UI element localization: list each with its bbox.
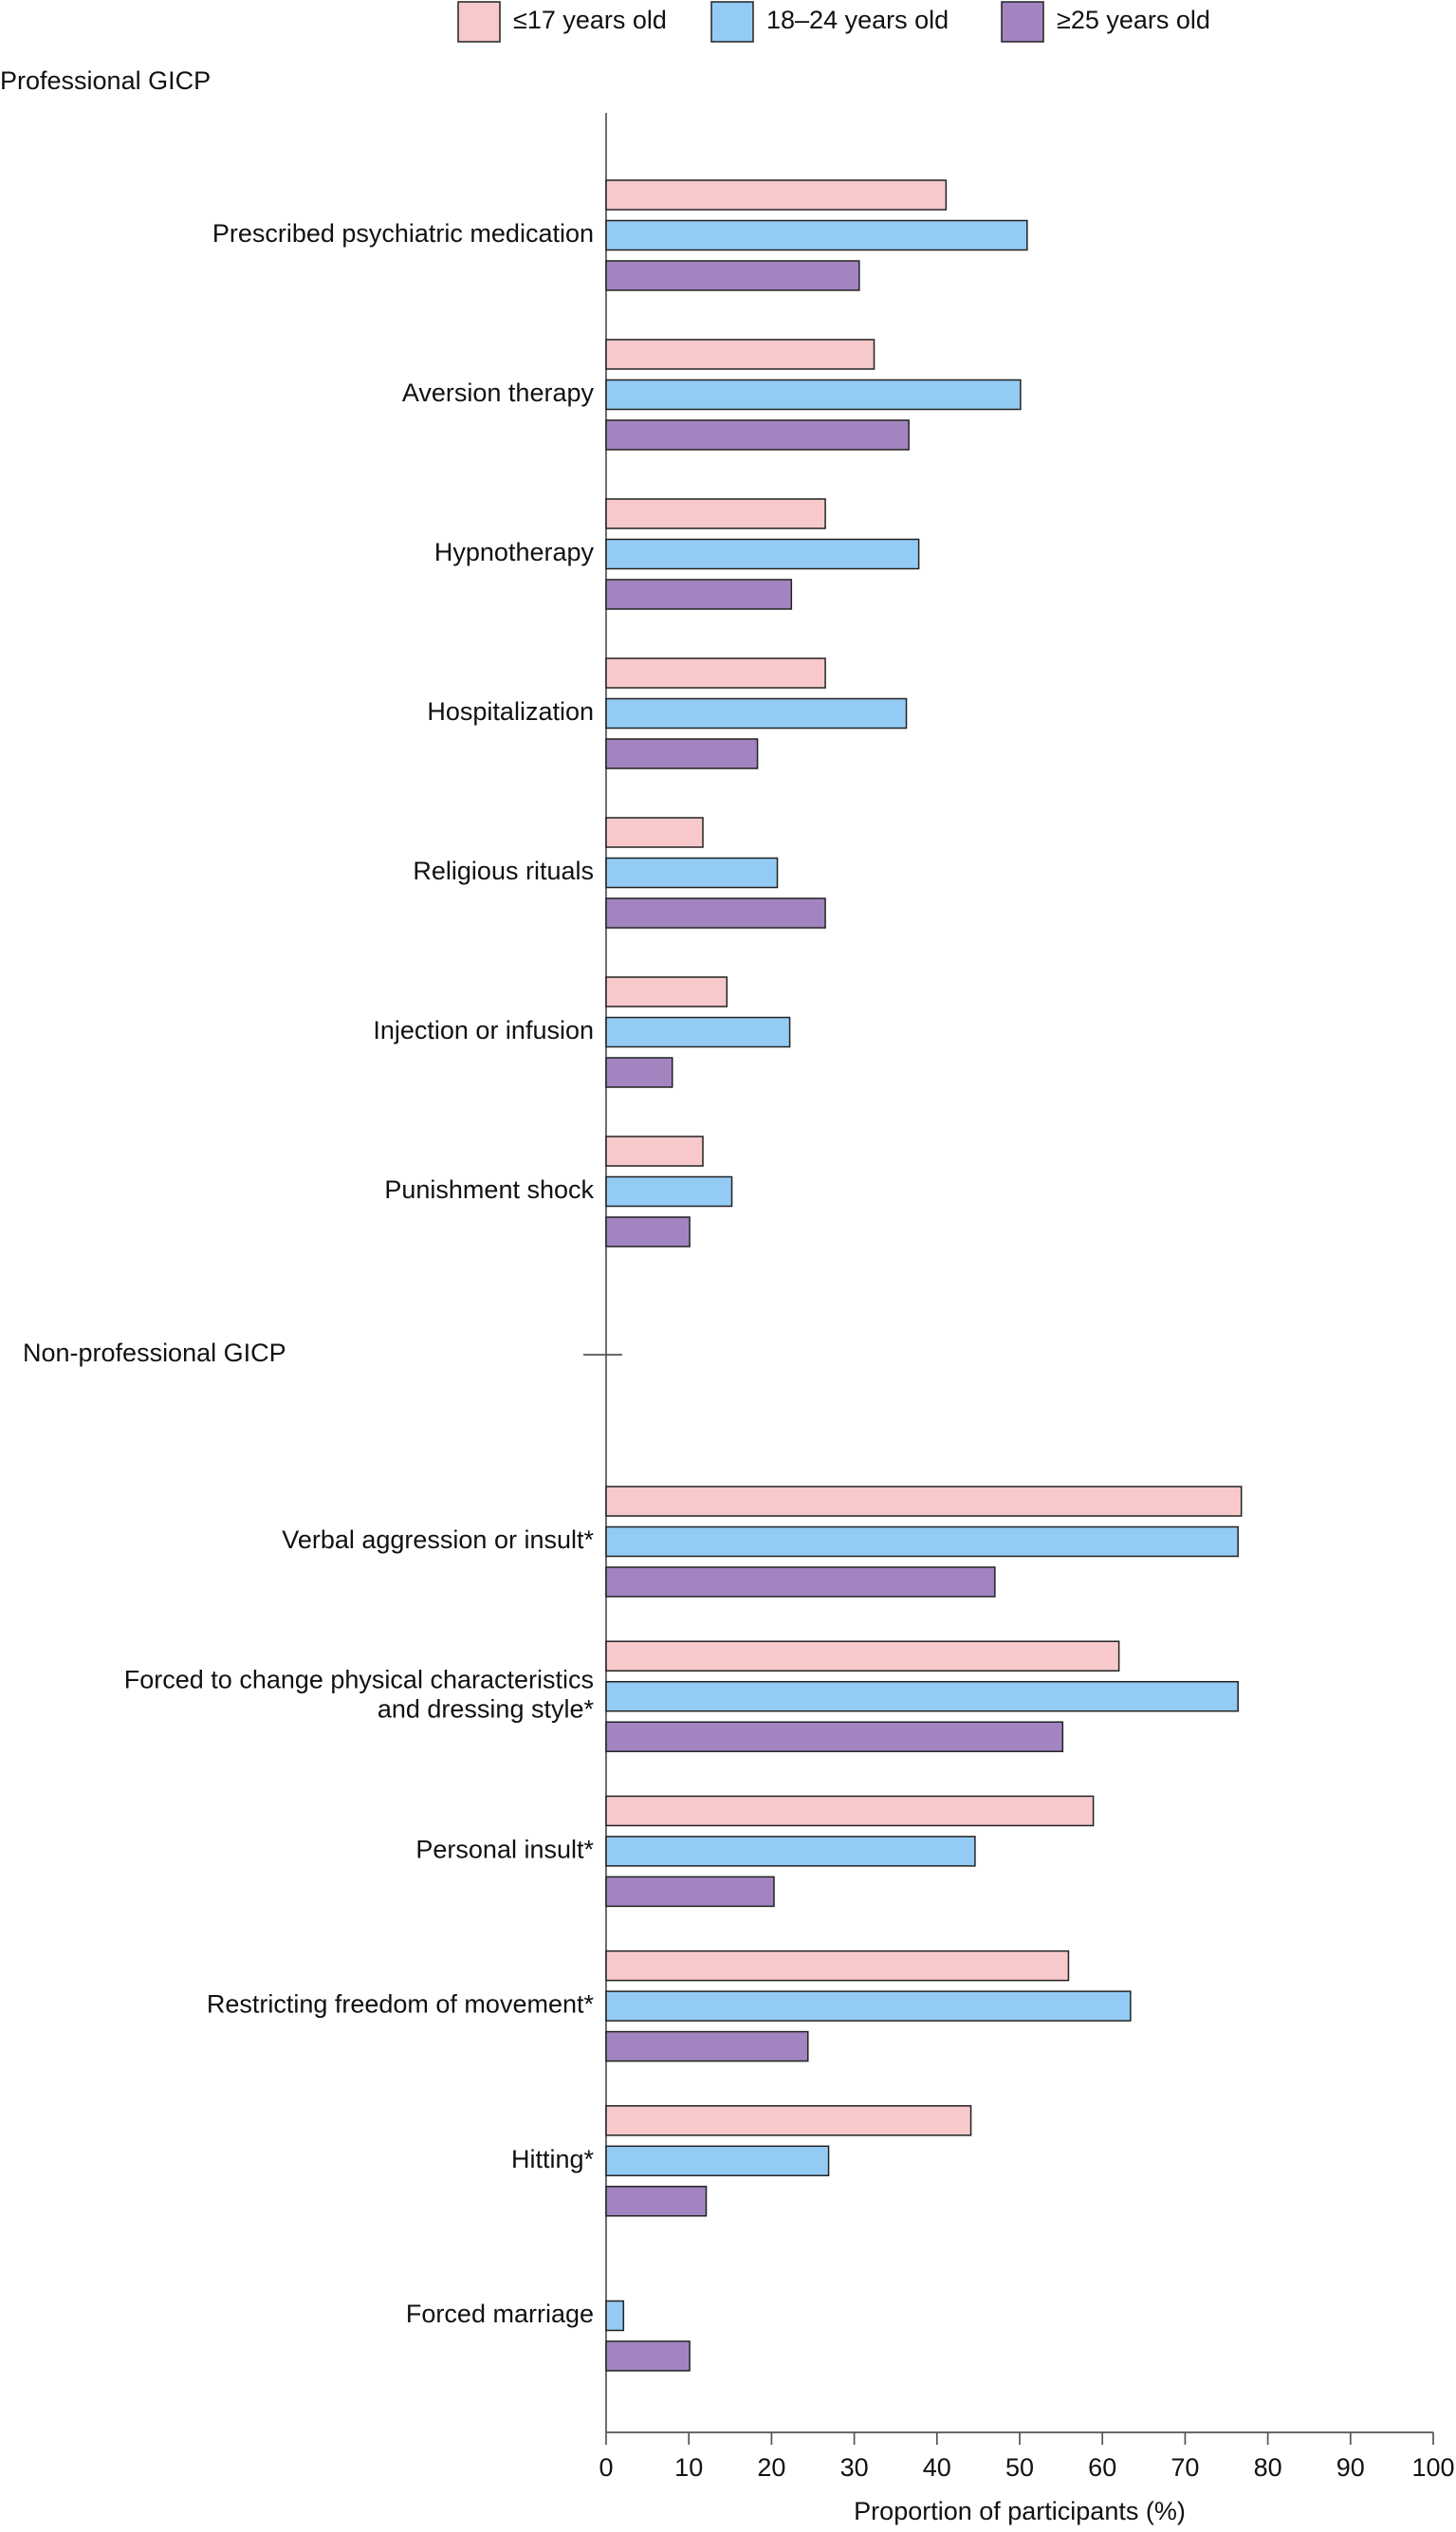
bar bbox=[605, 1876, 775, 1908]
bar bbox=[605, 1721, 1064, 1752]
category-label: Restricting freedom of movement* bbox=[207, 1990, 595, 2019]
category-label: Verbal aggression or insult* bbox=[282, 1525, 594, 1554]
category-label: Aversion therapy bbox=[402, 379, 595, 407]
x-tick-label: 50 bbox=[1005, 2453, 1034, 2482]
x-tick-label: 10 bbox=[674, 2453, 703, 2482]
legend-label: ≥25 years old bbox=[1057, 6, 1210, 34]
bar bbox=[605, 1136, 704, 1167]
bar bbox=[605, 1680, 1239, 1712]
bar bbox=[605, 1640, 1120, 1672]
bar bbox=[605, 2145, 830, 2177]
x-tick-label: 80 bbox=[1254, 2453, 1282, 2482]
legend-swatch bbox=[1001, 1, 1044, 43]
bar bbox=[605, 419, 910, 451]
x-tick-label: 30 bbox=[840, 2453, 869, 2482]
legend-label: ≤17 years old bbox=[513, 6, 667, 34]
bar bbox=[605, 339, 875, 370]
bar bbox=[605, 1175, 733, 1208]
bar bbox=[605, 2300, 625, 2332]
x-tick-label: 0 bbox=[599, 2453, 613, 2482]
bar bbox=[605, 976, 728, 1007]
bar bbox=[605, 1990, 1132, 2022]
x-tick-label: 40 bbox=[923, 2453, 951, 2482]
section-title: Non-professional GICP bbox=[23, 1339, 286, 1367]
bar bbox=[605, 219, 1028, 251]
bar bbox=[605, 897, 826, 929]
legend-swatch bbox=[457, 1, 501, 43]
x-tick-label: 60 bbox=[1088, 2453, 1116, 2482]
category-label: Hospitalization bbox=[427, 697, 594, 726]
bar bbox=[605, 1057, 673, 1088]
bar bbox=[605, 2030, 809, 2062]
bar bbox=[605, 817, 704, 848]
legend-swatch bbox=[710, 1, 754, 43]
category-label: Religious rituals bbox=[413, 857, 594, 885]
x-tick-label: 90 bbox=[1336, 2453, 1365, 2482]
bar bbox=[605, 738, 759, 769]
bar bbox=[605, 2105, 972, 2136]
bar bbox=[605, 657, 826, 689]
x-tick-label: 100 bbox=[1411, 2453, 1454, 2482]
category-label: Forced marriage bbox=[406, 2300, 594, 2328]
bar bbox=[605, 1486, 1243, 1517]
section-title: Professional GICP bbox=[0, 66, 211, 95]
bar bbox=[605, 498, 826, 529]
bar bbox=[605, 697, 908, 730]
bar bbox=[605, 857, 779, 889]
x-tick-label: 70 bbox=[1170, 2453, 1199, 2482]
bar bbox=[605, 1950, 1070, 1982]
category-label: Forced to change physical characteristic… bbox=[124, 1666, 595, 1724]
bar bbox=[605, 1216, 691, 1248]
category-label: Prescribed psychiatric medication bbox=[212, 219, 594, 248]
x-tick-label: 20 bbox=[757, 2453, 785, 2482]
category-label: Personal insult* bbox=[415, 1836, 594, 1864]
category-label: Punishment shock bbox=[384, 1175, 594, 1204]
bar bbox=[605, 1795, 1095, 1827]
bar bbox=[605, 2186, 708, 2217]
bar bbox=[605, 260, 860, 291]
bar bbox=[605, 1016, 791, 1048]
category-label: Hypnotherapy bbox=[434, 538, 595, 566]
category-label: Hitting* bbox=[511, 2145, 595, 2173]
category-label: Injection or infusion bbox=[373, 1016, 594, 1044]
bar bbox=[605, 579, 793, 610]
legend-label: 18–24 years old bbox=[766, 6, 949, 34]
bar bbox=[605, 179, 948, 211]
bar bbox=[605, 1566, 996, 1598]
bar bbox=[605, 2340, 691, 2372]
bar bbox=[605, 538, 920, 570]
bar bbox=[605, 1525, 1239, 1558]
x-axis-label: Proportion of participants (%) bbox=[854, 2497, 1186, 2525]
bar bbox=[605, 1836, 976, 1867]
bar bbox=[605, 379, 1022, 411]
